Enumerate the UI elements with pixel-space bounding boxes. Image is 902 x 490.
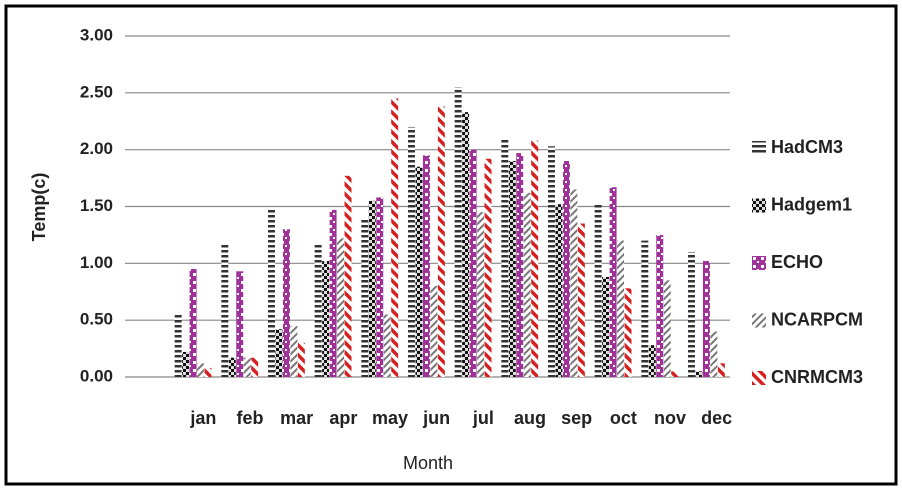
x-tick-label: jun bbox=[422, 408, 450, 428]
y-tick-label: 0.00 bbox=[80, 366, 113, 385]
bar bbox=[523, 192, 531, 377]
bar bbox=[228, 357, 236, 377]
x-tick-label: mar bbox=[280, 408, 313, 428]
bar bbox=[437, 106, 445, 378]
x-tick-label: jan bbox=[189, 408, 216, 428]
bar bbox=[656, 234, 664, 377]
x-tick-label: jul bbox=[472, 408, 494, 428]
x-tick-label: nov bbox=[654, 408, 686, 428]
x-tick-label: sep bbox=[561, 408, 592, 428]
legend-label: Hadgem1 bbox=[771, 194, 852, 214]
bar bbox=[688, 251, 695, 377]
bar bbox=[415, 166, 423, 377]
bar bbox=[204, 367, 212, 377]
bar bbox=[484, 158, 492, 377]
bar bbox=[594, 203, 602, 377]
bar bbox=[383, 314, 391, 377]
bar bbox=[322, 261, 330, 377]
bar bbox=[314, 244, 322, 377]
bar bbox=[531, 140, 539, 377]
bar bbox=[702, 261, 710, 377]
legend-swatch bbox=[752, 256, 766, 270]
bar bbox=[717, 363, 725, 377]
x-tick-label: may bbox=[372, 408, 408, 428]
x-tick-label: apr bbox=[329, 408, 357, 428]
bar bbox=[268, 208, 275, 377]
bar bbox=[344, 175, 352, 377]
bar bbox=[430, 286, 438, 377]
bar bbox=[477, 212, 485, 377]
bar bbox=[408, 126, 415, 377]
bar bbox=[236, 271, 244, 377]
x-axis-title: Month bbox=[403, 453, 453, 473]
x-tick-label: aug bbox=[514, 408, 546, 428]
bar bbox=[243, 357, 251, 377]
bar bbox=[454, 87, 462, 378]
bar bbox=[462, 112, 470, 377]
bar bbox=[391, 98, 399, 378]
x-tick-label: feb bbox=[237, 408, 264, 428]
bar bbox=[251, 357, 259, 377]
legend-label: NCARPCM bbox=[771, 309, 863, 329]
bar bbox=[548, 146, 555, 377]
legend-swatch bbox=[752, 371, 766, 385]
bar bbox=[695, 371, 703, 377]
bar bbox=[624, 288, 632, 377]
bar bbox=[189, 269, 197, 377]
legend-label: CNRMCM3 bbox=[771, 367, 863, 387]
bar bbox=[648, 345, 656, 377]
bar bbox=[570, 189, 578, 377]
bar bbox=[577, 223, 585, 377]
bar bbox=[501, 138, 509, 377]
bar bbox=[221, 244, 229, 377]
bar bbox=[422, 155, 430, 377]
bar bbox=[297, 342, 305, 377]
bar bbox=[174, 314, 182, 377]
bar bbox=[182, 351, 190, 377]
bar bbox=[275, 329, 283, 377]
bar bbox=[609, 187, 617, 377]
bar bbox=[710, 331, 718, 377]
bar bbox=[602, 276, 610, 377]
y-tick-label: 1.50 bbox=[80, 196, 113, 215]
frame bbox=[4, 4, 898, 486]
bar bbox=[368, 200, 376, 377]
legend-label: ECHO bbox=[771, 252, 823, 272]
bar bbox=[555, 204, 563, 377]
bar bbox=[663, 280, 671, 377]
y-tick-label: 1.00 bbox=[80, 253, 113, 272]
bar bbox=[282, 229, 290, 377]
bar bbox=[329, 209, 337, 377]
bar bbox=[376, 197, 384, 377]
bar bbox=[562, 161, 570, 377]
x-tick-label: oct bbox=[610, 408, 637, 428]
bar bbox=[641, 240, 649, 377]
bar bbox=[508, 161, 516, 377]
y-tick-label: 2.00 bbox=[80, 139, 113, 158]
legend-swatch bbox=[752, 313, 766, 328]
x-tick-label: dec bbox=[701, 408, 732, 428]
bar bbox=[469, 149, 477, 377]
bar bbox=[290, 325, 298, 377]
legend-swatch bbox=[752, 198, 766, 213]
y-tick-label: 0.50 bbox=[80, 310, 113, 329]
bar bbox=[617, 240, 625, 377]
bar bbox=[516, 153, 524, 377]
y-tick-label: 3.00 bbox=[80, 25, 113, 44]
y-axis-title: Temp(c) bbox=[29, 173, 49, 242]
legend-swatch bbox=[752, 141, 766, 155]
y-tick-label: 2.50 bbox=[80, 82, 113, 101]
bar bbox=[361, 217, 369, 377]
bar bbox=[671, 371, 679, 377]
legend-label: HadCM3 bbox=[771, 137, 843, 157]
bar bbox=[337, 238, 345, 377]
bar bbox=[197, 363, 205, 377]
